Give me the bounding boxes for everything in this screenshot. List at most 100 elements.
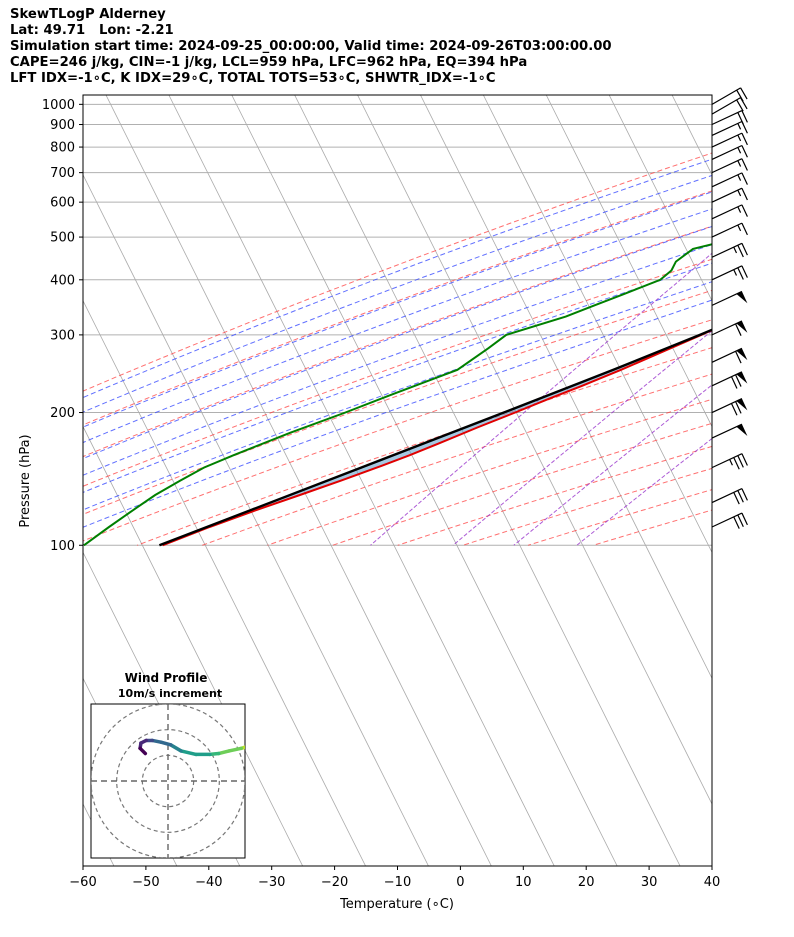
isotherm-gridline (608, 95, 712, 302)
dry-adiabat (136, 347, 712, 546)
wind-barb (711, 371, 748, 389)
hodograph-subtitle: 10m/s increment (118, 687, 222, 700)
wind-barb-full (741, 110, 748, 123)
hodograph-trace (216, 749, 231, 756)
x-tick-label: 40 (704, 875, 721, 890)
isotherm-gridline (294, 95, 681, 866)
wind-barb (711, 242, 748, 258)
wind-barb (711, 265, 748, 281)
x-tick-label: 30 (641, 875, 658, 890)
hodograph-trace (168, 743, 183, 753)
x-tick-label: 0 (456, 875, 464, 890)
wind-barb-full (741, 132, 748, 146)
y-axis-label: Pressure (hPa) (18, 434, 33, 527)
dry-adiabat (593, 509, 712, 546)
wind-barb-half (733, 246, 738, 254)
x-tick-label: −60 (69, 875, 96, 890)
wind-barb-shaft (711, 512, 743, 528)
wind-barb-full (735, 374, 742, 387)
wind-barb-shaft (711, 187, 743, 203)
moist-adiabat (83, 244, 712, 476)
mixing-ratio-line (452, 330, 712, 546)
x-tick-label: 20 (578, 875, 595, 890)
wind-barb-shaft (711, 110, 743, 126)
wind-barb-flag (736, 371, 748, 384)
wind-barb-shaft (711, 371, 743, 387)
wind-barb-full (733, 516, 740, 529)
isotherm-gridline (105, 95, 492, 866)
wind-barb-full (741, 512, 748, 526)
dewpoint-profile (83, 243, 712, 547)
y-tick-label: 900 (50, 118, 75, 133)
isotherm-gridline (168, 95, 555, 866)
isotherm-gridline (231, 95, 618, 866)
dry-adiabat (83, 190, 712, 426)
wind-barb-full (733, 457, 740, 470)
wind-barb (711, 488, 748, 505)
x-tick-label: 10 (515, 875, 532, 890)
y-tick-label: 100 (50, 539, 75, 554)
dry-adiabat (332, 422, 712, 546)
moist-adiabat (83, 299, 712, 528)
isotherm-gridline (357, 95, 712, 805)
wind-barb-full (741, 172, 748, 185)
wind-barb-flag (736, 348, 748, 361)
wind-barb-shaft (711, 132, 743, 148)
moist-adiabat (83, 174, 712, 413)
wind-barb-half (737, 174, 742, 181)
hodograph-trace (179, 749, 198, 757)
wind-barb (711, 423, 748, 439)
wind-barb-full (741, 265, 748, 278)
wind-barb-shaft (711, 222, 743, 238)
hodograph-trace (138, 746, 148, 756)
wind-barb-half (729, 459, 733, 466)
wind-barb-flag (736, 424, 748, 436)
wind-barb (711, 132, 748, 148)
isotherm-gridline (482, 95, 712, 554)
header-location: Lat: 49.71 Lon: -2.21 (10, 23, 174, 38)
isotherm-gridline (83, 299, 366, 866)
x-axis-label: Temperature (∘C) (339, 897, 454, 912)
moist-adiabat (83, 158, 712, 399)
y-tick-label: 500 (50, 231, 75, 246)
wind-barb-shaft (711, 158, 743, 174)
y-tick-label: 800 (50, 141, 75, 156)
wind-barb (711, 97, 748, 115)
dry-adiabat (83, 289, 712, 515)
hodograph-trace (254, 738, 264, 745)
wind-barb (711, 172, 748, 188)
wind-barb-half (737, 147, 742, 154)
wind-barb-flag (736, 398, 748, 411)
wind-barb (711, 187, 748, 203)
wind-barb-full (737, 514, 744, 528)
wind-barb-shaft (711, 320, 743, 336)
wind-barb-shaft (711, 290, 743, 306)
wind-barb-shaft (711, 242, 743, 258)
y-tick-label: 300 (50, 328, 75, 343)
wind-barb-full (735, 401, 742, 414)
x-tick-label: −10 (384, 875, 411, 890)
wind-barb-shaft (711, 120, 743, 137)
wind-barb-full (740, 87, 748, 100)
header-indices-line: LFT IDX=-1∘C, K IDX=29∘C, TOTAL TOTS=53∘… (10, 71, 496, 86)
wind-barb (711, 398, 748, 416)
isotherm-gridline (671, 95, 712, 176)
wind-barb-shaft (711, 453, 743, 469)
x-tick-label: −30 (258, 875, 285, 890)
parcel-profile (158, 328, 712, 547)
wind-barb-full (735, 351, 742, 364)
wind-barb-shaft (711, 144, 743, 160)
wind-barb-shaft (711, 97, 741, 115)
wind-barb (711, 222, 748, 238)
wind-barb (711, 453, 748, 470)
isotherm-gridline (545, 95, 712, 428)
wind-barb-full (737, 267, 744, 280)
wind-barb (711, 158, 748, 174)
header-times: Simulation start time: 2024-09-25_00:00:… (10, 39, 612, 54)
x-tick-label: −20 (321, 875, 348, 890)
wind-barb-full (740, 97, 748, 110)
wind-barb-full (741, 204, 748, 217)
wind-barb-full (737, 455, 744, 468)
wind-barb-full (741, 222, 748, 236)
isotherm-gridline (420, 95, 712, 680)
